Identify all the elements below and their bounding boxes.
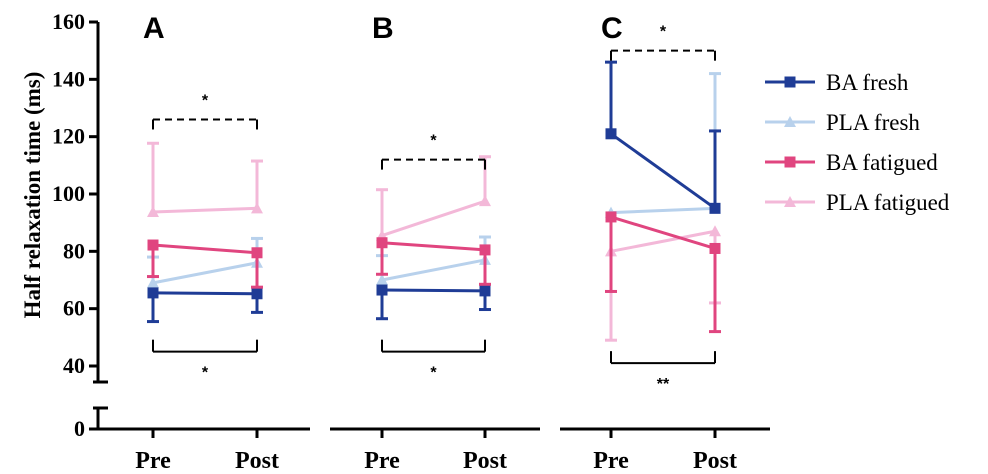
panel-label: C [601,12,623,45]
series-line [381,199,486,237]
series-pla-fatigued [376,155,491,241]
significance-label: * [660,24,667,41]
data-point [251,288,263,300]
series-ba-fatigued [605,211,721,334]
significance-label: * [202,92,209,109]
x-tick-label: Pre [364,448,400,474]
data-point [147,287,159,299]
legend-entry: BA fatigued [765,150,938,175]
y-tick-label: 120 [52,124,85,149]
data-point [479,285,491,297]
y-tick-label: 80 [63,238,85,263]
significance-bracket-top: * [152,92,258,130]
data-point [251,202,263,214]
legend-marker [784,196,796,207]
data-point [605,128,617,140]
series-line [152,261,258,285]
legend-marker [784,116,796,127]
series-ba-fatigued [376,237,491,286]
series-ba-fatigued [147,239,263,289]
significance-bracket-top: * [610,24,716,61]
y-tick-label: 140 [52,66,85,91]
significance-label: ** [657,376,670,393]
series-line [610,229,716,253]
data-point [147,276,159,288]
panel-a: Pre Post A * * [98,12,310,474]
panel-b: Pre Post B * * [330,12,540,474]
data-point [709,225,721,237]
panel-label: B [372,12,394,45]
y-tick-label: 100 [52,181,85,206]
series-line [152,291,258,296]
y-axis-title: Half relaxation time (ms) [20,72,45,319]
y-tick-label: 40 [63,353,85,378]
legend-label: PLA fresh [826,110,920,135]
y-tick-label: 60 [63,296,85,321]
x-tick-label: Post [235,448,279,474]
significance-label: * [430,133,437,150]
data-point [479,195,491,207]
data-point [709,202,721,214]
legend-label: BA fresh [826,70,909,95]
data-point [376,284,388,296]
series-line [152,206,258,214]
series-line [381,288,486,293]
data-point [479,244,491,256]
series-pla-fatigued [605,225,721,342]
y-axis: 0 40 60 80 100 120 140 160 [52,9,108,441]
series-ba-fresh [605,60,721,214]
series-line [381,258,486,282]
legend-marker [784,156,796,168]
significance-bracket-top: * [381,133,486,170]
series-ba-fresh [147,287,263,324]
legend-entry: BA fresh [765,70,909,95]
x-tick-label: Post [463,448,507,474]
legend-label: BA fatigued [826,150,938,175]
x-tick-label: Post [693,448,737,474]
legend-entry: PLA fresh [765,110,920,135]
series-line [381,241,486,252]
legend-marker [784,76,796,88]
legend-label: PLA fatigued [826,190,950,215]
data-point [605,211,617,223]
series-pla-fatigued [147,141,263,218]
y-tick-label: 160 [52,9,85,34]
significance-bracket-bottom: * [152,339,258,382]
data-point [709,242,721,254]
y-tick-label: 0 [74,416,85,441]
series-pla-fresh [605,72,721,218]
series-line [610,206,716,215]
significance-label: * [430,365,437,382]
data-point [376,237,388,249]
significance-bracket-bottom: ** [610,351,716,393]
x-tick-label: Pre [593,448,629,474]
legend: BA fresh PLA fresh BA fatigued PLA fatigued [765,70,950,215]
series-line [152,243,258,255]
panel-label: A [143,12,165,45]
series-line [610,215,716,250]
significance-bracket-bottom: * [381,339,486,382]
series-line [610,132,716,210]
series-ba-fresh [376,284,491,321]
legend-entry: PLA fatigued [765,190,950,215]
data-point [147,206,159,218]
data-point [147,239,159,251]
data-point [376,274,388,285]
data-point [251,247,263,259]
x-tick-label: Pre [135,448,171,474]
significance-label: * [202,365,209,382]
